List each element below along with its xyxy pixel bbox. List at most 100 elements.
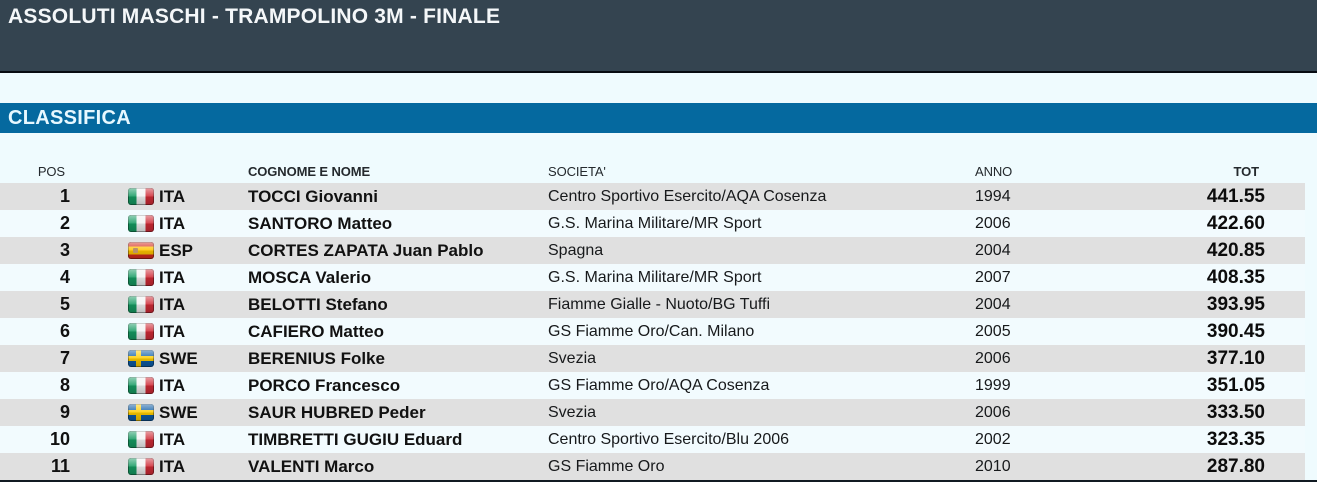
table-row: 1 ITA TOCCI Giovanni Centro Sportivo Ese… bbox=[0, 183, 1305, 210]
birth-year: 2004 bbox=[975, 295, 1011, 313]
nation-code: ITA bbox=[159, 186, 186, 206]
total-score: 390.45 bbox=[1206, 320, 1265, 342]
swe-flag-icon bbox=[128, 404, 154, 421]
club-name: Centro Sportivo Esercito/Blu 2006 bbox=[548, 430, 790, 448]
nation-cell: SWE bbox=[70, 349, 248, 369]
club-name: Fiamme Gialle - Nuoto/BG Tuffi bbox=[548, 295, 770, 313]
birth-year: 2010 bbox=[975, 457, 1011, 475]
total-score: 441.55 bbox=[1206, 185, 1265, 207]
total-score: 333.50 bbox=[1206, 401, 1265, 423]
column-header-year: ANNO bbox=[975, 164, 1013, 179]
nation-cell: ITA bbox=[70, 268, 248, 288]
column-header-pos: POS bbox=[37, 164, 65, 179]
club-name: GS Fiamme Oro/Can. Milano bbox=[548, 322, 755, 340]
content-area: CLASSIFICA POS COGNOME E NOME SOCIETA' A… bbox=[0, 73, 1317, 482]
column-header-total: TOT bbox=[1233, 164, 1260, 179]
total-score: 408.35 bbox=[1206, 266, 1265, 288]
position-value: 7 bbox=[59, 348, 70, 368]
event-banner: ASSOLUTI MASCHI - TRAMPOLINO 3M - FINALE bbox=[0, 0, 1317, 71]
birth-year: 2004 bbox=[975, 241, 1011, 259]
athlete-name: BERENIUS Folke bbox=[248, 348, 385, 368]
nation-cell: ITA bbox=[70, 322, 248, 342]
birth-year: 1994 bbox=[975, 187, 1011, 205]
athlete-name: SANTORO Matteo bbox=[248, 213, 393, 233]
club-name: G.S. Marina Militare/MR Sport bbox=[548, 268, 762, 286]
nation-code: SWE bbox=[159, 402, 198, 422]
position-value: 2 bbox=[59, 213, 70, 233]
table-bottom-border bbox=[0, 480, 1317, 482]
ita-flag-icon bbox=[128, 188, 154, 205]
total-score: 422.60 bbox=[1206, 212, 1265, 234]
position-value: 6 bbox=[59, 321, 70, 341]
table-row: 5 ITA BELOTTI Stefano Fiamme Gialle - Nu… bbox=[0, 291, 1305, 318]
swe-flag-icon bbox=[128, 350, 154, 367]
athlete-name: TIMBRETTI GUGIU Eduard bbox=[248, 429, 463, 449]
event-title: ASSOLUTI MASCHI - TRAMPOLINO 3M - FINALE bbox=[8, 5, 501, 28]
position-value: 9 bbox=[59, 402, 70, 422]
position-value: 10 bbox=[49, 429, 70, 449]
athlete-name: VALENTI Marco bbox=[248, 456, 375, 476]
birth-year: 2007 bbox=[975, 268, 1011, 286]
section-title: CLASSIFICA bbox=[8, 106, 131, 129]
ita-flag-icon bbox=[128, 431, 154, 448]
club-name: GS Fiamme Oro bbox=[548, 457, 665, 475]
athlete-name: SAUR HUBRED Peder bbox=[248, 402, 426, 422]
athlete-name: CAFIERO Matteo bbox=[248, 321, 384, 341]
esp-flag-icon bbox=[128, 242, 154, 259]
banner-divider bbox=[0, 71, 1317, 73]
birth-year: 2006 bbox=[975, 349, 1011, 367]
ita-flag-icon bbox=[128, 323, 154, 340]
column-header-name: COGNOME E NOME bbox=[248, 164, 371, 179]
ita-flag-icon bbox=[128, 269, 154, 286]
nation-code: ITA bbox=[159, 375, 186, 395]
table-row: 7 SWE BERENIUS Folke Svezia 2006 377.10 bbox=[0, 345, 1305, 372]
table-row: 4 ITA MOSCA Valerio G.S. Marina Militare… bbox=[0, 264, 1305, 291]
birth-year: 2005 bbox=[975, 322, 1011, 340]
table-row: 11 ITA VALENTI Marco GS Fiamme Oro 2010 … bbox=[0, 453, 1305, 480]
club-name: Spagna bbox=[548, 241, 604, 259]
total-score: 351.05 bbox=[1206, 374, 1265, 396]
position-value: 4 bbox=[59, 267, 70, 287]
nation-code: ITA bbox=[159, 213, 186, 233]
ita-flag-icon bbox=[128, 215, 154, 232]
nation-cell: ITA bbox=[70, 214, 248, 234]
position-value: 3 bbox=[59, 240, 70, 260]
birth-year: 1999 bbox=[975, 376, 1011, 394]
birth-year: 2002 bbox=[975, 430, 1011, 448]
athlete-name: PORCO Francesco bbox=[248, 375, 401, 395]
column-header-nation bbox=[70, 179, 248, 183]
nation-code: ITA bbox=[159, 429, 186, 449]
position-value: 1 bbox=[59, 186, 70, 206]
table-row: 10 ITA TIMBRETTI GUGIU Eduard Centro Spo… bbox=[0, 426, 1305, 453]
nation-cell: ITA bbox=[70, 430, 248, 450]
nation-code: ITA bbox=[159, 321, 186, 341]
results-rows: 1 ITA TOCCI Giovanni Centro Sportivo Ese… bbox=[0, 183, 1317, 480]
position-value: 8 bbox=[59, 375, 70, 395]
table-row: 3 ESP CORTES ZAPATA Juan Pablo Spagna 20… bbox=[0, 237, 1305, 264]
total-score: 323.35 bbox=[1206, 428, 1265, 450]
total-score: 287.80 bbox=[1206, 455, 1265, 477]
nation-cell: ESP bbox=[70, 241, 248, 261]
club-name: Centro Sportivo Esercito/AQA Cosenza bbox=[548, 187, 827, 205]
ita-flag-icon bbox=[128, 377, 154, 394]
nation-code: SWE bbox=[159, 348, 198, 368]
section-header: CLASSIFICA bbox=[0, 103, 1317, 133]
total-score: 393.95 bbox=[1206, 293, 1265, 315]
table-row: 6 ITA CAFIERO Matteo GS Fiamme Oro/Can. … bbox=[0, 318, 1305, 345]
athlete-name: CORTES ZAPATA Juan Pablo bbox=[248, 240, 484, 260]
position-value: 5 bbox=[59, 294, 70, 314]
birth-year: 2006 bbox=[975, 214, 1011, 232]
spacer bbox=[0, 73, 1317, 103]
ita-flag-icon bbox=[128, 458, 154, 475]
table-row: 8 ITA PORCO Francesco GS Fiamme Oro/AQA … bbox=[0, 372, 1305, 399]
total-score: 420.85 bbox=[1206, 239, 1265, 261]
nation-cell: SWE bbox=[70, 403, 248, 423]
table-row: 9 SWE SAUR HUBRED Peder Svezia 2006 333.… bbox=[0, 399, 1305, 426]
club-name: Svezia bbox=[548, 403, 597, 421]
nation-cell: ITA bbox=[70, 376, 248, 396]
athlete-name: BELOTTI Stefano bbox=[248, 294, 388, 314]
ita-flag-icon bbox=[128, 296, 154, 313]
nation-cell: ITA bbox=[70, 295, 248, 315]
nation-cell: ITA bbox=[70, 457, 248, 477]
